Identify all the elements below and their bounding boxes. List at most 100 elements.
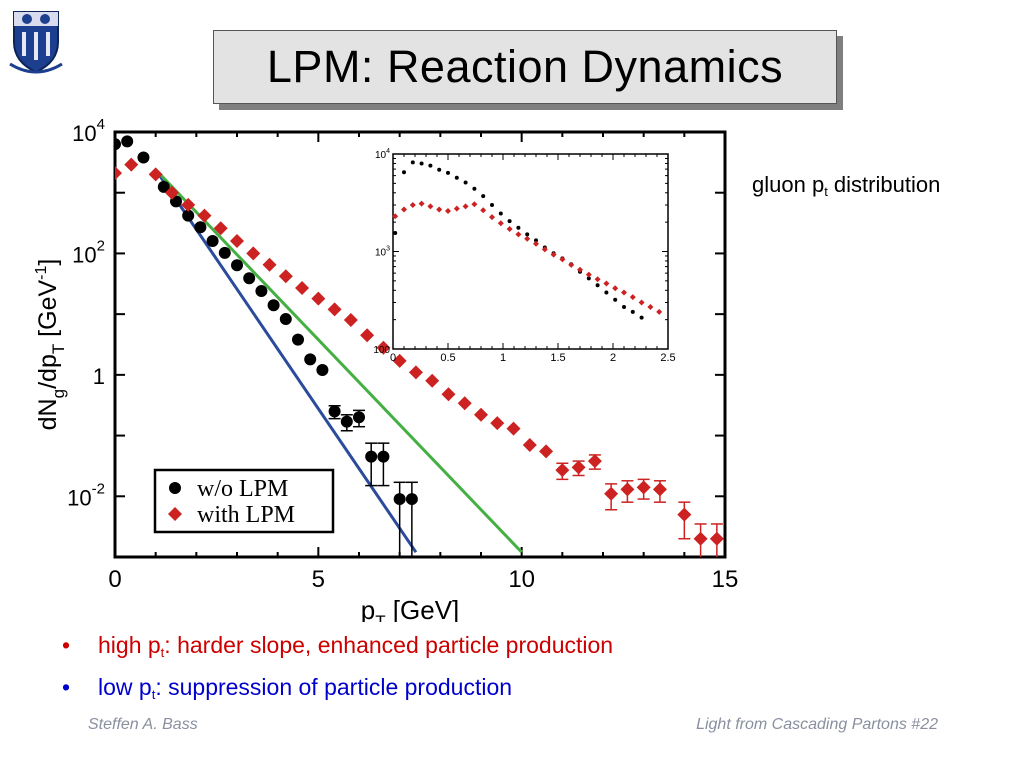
data-point-wo-lpm (377, 450, 390, 463)
inset-point-wo-lpm (463, 180, 468, 185)
inset-point-wo-lpm (639, 315, 644, 320)
inset-point-with-lpm (621, 289, 627, 296)
y-tick-label: 104 (72, 116, 105, 146)
data-point-wo-lpm (121, 135, 134, 148)
data-point-wo-lpm (279, 313, 292, 326)
data-point-wo-lpm (365, 450, 378, 463)
caption-rest: distribution (827, 172, 941, 197)
x-tick-label: 0 (108, 566, 121, 593)
data-point-wo-lpm (353, 411, 365, 424)
data-point-with-lpm (246, 246, 261, 261)
data-point-wo-lpm (393, 493, 406, 506)
y-tick-label: 1 (93, 364, 105, 389)
data-point-with-lpm (425, 373, 440, 388)
inset-point-with-lpm (603, 280, 610, 287)
data-point-with-lpm (571, 460, 586, 475)
bullet-dot: • (62, 632, 71, 658)
slide-title: LPM: Reaction Dynamics (266, 41, 784, 92)
inset-point-with-lpm (445, 208, 451, 215)
data-point-with-lpm (636, 480, 651, 495)
data-point-wo-lpm (206, 235, 219, 248)
data-point-with-lpm (620, 482, 635, 497)
inset-point-with-lpm (612, 285, 619, 292)
inset-x-tick-label: 1.5 (550, 352, 565, 364)
data-point-with-lpm (115, 166, 122, 181)
inset-point-with-lpm (647, 303, 654, 310)
inset-y-tick-label: 103 (375, 246, 390, 259)
data-point-with-lpm (181, 197, 196, 212)
inset-point-with-lpm (585, 271, 592, 278)
bullet-low-pre: low p (98, 674, 152, 700)
data-point-with-lpm (311, 291, 326, 306)
y-tick-label: 10-2 (67, 480, 105, 510)
inset-point-with-lpm (506, 226, 513, 233)
inset-point-with-lpm (401, 206, 407, 213)
data-point-wo-lpm (267, 299, 280, 312)
bullet-high-pre: high p (98, 632, 161, 658)
data-point-with-lpm (709, 531, 724, 546)
legend-marker (169, 482, 181, 494)
data-point-with-lpm (213, 221, 228, 236)
data-point-wo-lpm (405, 493, 418, 506)
data-point-with-lpm (726, 526, 740, 540)
inset-point-with-lpm (559, 256, 566, 263)
data-point-wo-lpm (218, 246, 231, 259)
inset-point-wo-lpm (437, 167, 442, 172)
x-tick-label: 15 (712, 566, 739, 593)
inset-point-wo-lpm (604, 290, 609, 295)
data-point-with-lpm (742, 538, 750, 552)
data-point-with-lpm (522, 437, 537, 452)
data-point-with-lpm (506, 421, 521, 436)
inset-point-with-lpm (392, 213, 399, 220)
inset-point-with-lpm (427, 203, 434, 210)
data-point-with-lpm (343, 313, 358, 328)
data-point-with-lpm (278, 269, 293, 284)
inset-point-with-lpm (524, 235, 531, 242)
data-point-wo-lpm (231, 259, 243, 272)
inset-point-wo-lpm (454, 175, 459, 180)
chart-caption: gluon pt distribution (752, 172, 940, 199)
inset-point-with-lpm (541, 246, 548, 253)
x-tick-label: 5 (312, 566, 325, 593)
data-point-with-lpm (441, 387, 456, 402)
inset-point-with-lpm (550, 251, 557, 258)
legend-label: w/o LPM (197, 476, 288, 502)
data-point-with-lpm (164, 185, 179, 200)
data-point-with-lpm (148, 167, 163, 182)
inset-point-wo-lpm (410, 160, 415, 165)
caption-main: gluon p (752, 172, 825, 197)
data-point-wo-lpm (304, 353, 317, 366)
inset-point-wo-lpm (586, 276, 591, 281)
footer-talk-title: Light from Cascading Partons #22 (696, 716, 938, 733)
university-shield-icon (9, 11, 63, 74)
inset-point-with-lpm (568, 261, 575, 268)
data-point-with-lpm (677, 507, 692, 522)
data-point-wo-lpm (157, 180, 170, 193)
data-point-wo-lpm (194, 221, 207, 234)
caption-sub: t (824, 184, 828, 199)
x-axis-label: pT [GeV] (361, 595, 460, 622)
fit-line-wo-lpm (154, 168, 418, 554)
inset-x-tick-label: 0.5 (440, 352, 455, 364)
inset-x-tick-label: 0 (390, 352, 396, 364)
bullet-low-post: : suppression of particle production (155, 674, 513, 700)
inset-point-with-lpm (453, 205, 460, 212)
inset-y-tick-label: 104 (375, 148, 390, 161)
data-point-with-lpm (408, 365, 423, 380)
data-point-with-lpm (587, 454, 602, 469)
data-point-wo-lpm (255, 285, 268, 298)
inset-point-with-lpm (462, 203, 469, 210)
inset-point-wo-lpm (419, 161, 424, 166)
data-point-with-lpm (295, 280, 310, 295)
inset-point-wo-lpm (613, 297, 618, 302)
inset-point-with-lpm (436, 206, 443, 213)
data-point-with-lpm (197, 208, 212, 223)
fit-line-with-lpm (154, 168, 523, 554)
inset-point-wo-lpm (490, 202, 494, 207)
data-point-wo-lpm (316, 364, 329, 377)
inset-point-wo-lpm (525, 232, 530, 237)
inset-point-wo-lpm (595, 283, 600, 288)
inset-point-with-lpm (533, 240, 539, 247)
legend-marker (168, 507, 182, 521)
